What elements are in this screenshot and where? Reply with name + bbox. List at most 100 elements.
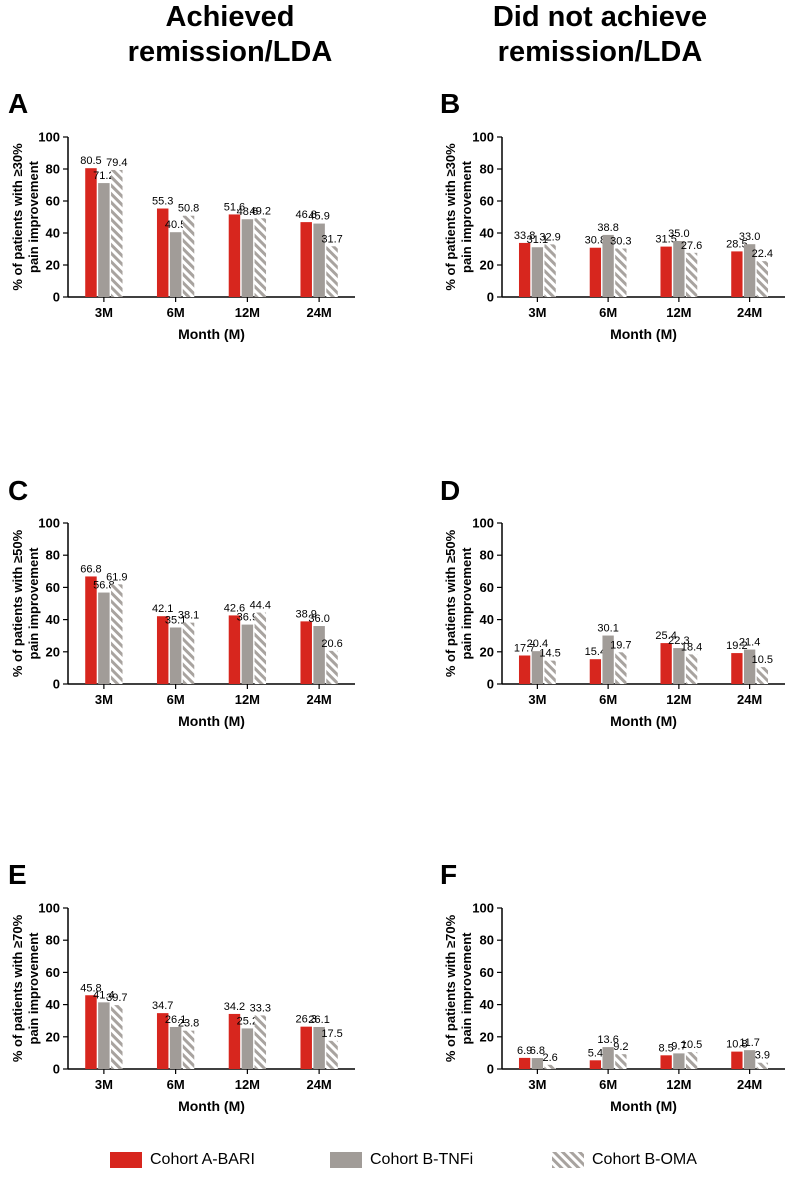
x-tick-label: 12M [235, 692, 260, 707]
chart-panel-a: A % of patients with ≥30%pain improvement… [8, 88, 355, 342]
bar-oma [544, 660, 556, 684]
bar-bari [300, 1026, 312, 1069]
x-tick-label: 3M [528, 1077, 546, 1092]
bar-bari [85, 995, 97, 1069]
y-tick-label: 40 [46, 226, 60, 241]
data-label: 56.8 [93, 580, 114, 592]
data-label: 45.9 [308, 211, 329, 223]
y-tick-label: 80 [480, 933, 494, 948]
bar-tnfi [673, 241, 685, 297]
x-tick-label: 24M [306, 305, 331, 320]
data-label: 18.4 [681, 641, 702, 653]
data-label: 26.3 [295, 1014, 316, 1026]
y-tick-label: 80 [46, 548, 60, 563]
y-tick-label: 100 [472, 516, 494, 531]
bar-bari [660, 246, 672, 297]
data-label: 22.3 [668, 635, 689, 647]
legend-swatch-oma [552, 1152, 584, 1168]
y-tick-label: 40 [46, 612, 60, 627]
x-axis-title: Month (M) [610, 326, 677, 342]
bar-oma [111, 1005, 123, 1069]
data-label: 34.7 [152, 1000, 173, 1012]
x-tick-label: 6M [167, 305, 185, 320]
data-label: 36.0 [308, 613, 329, 625]
bar-oma [685, 1052, 698, 1069]
bar-oma [326, 1040, 338, 1069]
bar-bari [731, 251, 743, 297]
legend-label-tnfi: Cohort B-TNFi [370, 1151, 474, 1168]
data-label: 42.6 [224, 602, 245, 614]
data-label: 32.9 [539, 231, 560, 243]
panel-letter: C [8, 475, 28, 506]
bar-bari [660, 1055, 672, 1069]
data-label: 23.8 [178, 1018, 199, 1030]
bar-tnfi [531, 247, 544, 297]
bar-oma [254, 1015, 267, 1069]
bar-bari [660, 643, 672, 684]
bar-tnfi [241, 624, 254, 684]
x-tick-label: 3M [95, 305, 113, 320]
x-tick-label: 6M [167, 1077, 185, 1092]
bar-tnfi [98, 1002, 110, 1069]
y-tick-label: 20 [480, 644, 494, 659]
data-label: 31.1 [527, 234, 548, 246]
bar-oma [685, 252, 698, 297]
x-tick-label: 3M [95, 692, 113, 707]
x-tick-label: 24M [737, 692, 762, 707]
y-tick-label: 80 [46, 933, 60, 948]
data-label: 10.5 [752, 654, 773, 666]
data-label: 15.4 [585, 646, 606, 658]
y-tick-label: 100 [38, 516, 60, 531]
bar-tnfi [98, 183, 110, 297]
data-label: 14.5 [539, 648, 560, 660]
panel-letter: F [440, 859, 457, 890]
data-label: 33.0 [739, 231, 760, 243]
y-tick-label: 40 [480, 997, 494, 1012]
data-label: 38.9 [295, 608, 316, 620]
data-label: 25.4 [655, 630, 676, 642]
y-tick-label: 0 [53, 677, 60, 692]
bar-oma [326, 650, 338, 684]
y-tick-label: 0 [487, 290, 494, 305]
legend-label-bari: Cohort A-BARI [150, 1151, 255, 1168]
chart-panel-f: F % of patients with ≥70%pain improvement… [440, 859, 785, 1114]
data-label: 49.2 [250, 205, 271, 217]
bar-bari [156, 208, 169, 297]
bar-bari [518, 1057, 531, 1069]
data-label: 33.3 [250, 1002, 271, 1014]
legend-item-oma: Cohort B-OMA [552, 1151, 697, 1169]
x-tick-label: 24M [306, 692, 331, 707]
y-tick-label: 80 [480, 548, 494, 563]
chart-panel-b: B % of patients with ≥30%pain improvement… [440, 88, 785, 342]
bar-tnfi [743, 244, 756, 297]
y-tick-label: 40 [480, 226, 494, 241]
x-tick-label: 3M [95, 1077, 113, 1092]
data-label: 9.2 [613, 1041, 628, 1053]
x-tick-label: 24M [737, 1077, 762, 1092]
data-label: 51.6 [224, 201, 245, 213]
data-label: 40.5 [165, 219, 186, 231]
bar-bari [731, 1051, 743, 1069]
y-tick-label: 60 [480, 580, 494, 595]
x-tick-label: 3M [528, 305, 546, 320]
y-tick-label: 80 [480, 162, 494, 177]
y-tick-label: 100 [38, 130, 60, 145]
x-axis-title: Month (M) [178, 1098, 245, 1114]
y-tick-label: 20 [46, 258, 60, 273]
data-label: 80.5 [80, 155, 101, 167]
bar-tnfi [241, 219, 254, 297]
bar-oma [182, 1030, 195, 1069]
bar-tnfi [241, 1028, 254, 1069]
bar-oma [756, 261, 769, 297]
y-tick-label: 60 [46, 965, 60, 980]
data-label: 34.2 [224, 1001, 245, 1013]
panel-letter: B [440, 88, 460, 119]
x-tick-label: 6M [599, 1077, 617, 1092]
legend: Cohort A-BARI Cohort B-TNFi Cohort B-OMA [0, 1147, 797, 1177]
panel-letter: D [440, 475, 460, 506]
data-label: 38.1 [178, 610, 199, 622]
bar-tnfi [602, 1047, 614, 1069]
y-tick-label: 60 [480, 965, 494, 980]
chart-panel-c: C % of patients with ≥50%pain improvement… [8, 475, 355, 729]
data-label: 5.4 [588, 1047, 603, 1059]
